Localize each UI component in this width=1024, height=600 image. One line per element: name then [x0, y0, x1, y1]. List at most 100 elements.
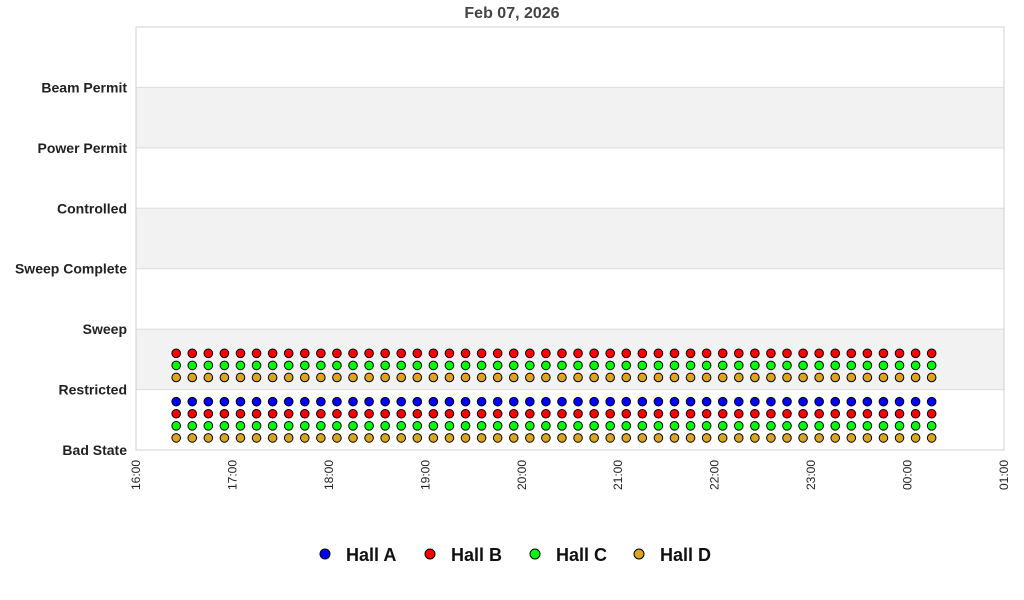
data-point-hall-d	[669, 433, 680, 443]
data-point-hall-b	[766, 408, 776, 419]
data-point-hall-b	[637, 348, 648, 359]
data-point-hall-b	[573, 348, 583, 359]
y-axis-labels: Bad State Restricted Sweep Sweep Complete Co…	[15, 79, 127, 458]
data-point-hall-d	[525, 372, 535, 383]
data-point-hall-c	[203, 360, 214, 371]
data-point-hall-a	[846, 396, 857, 407]
data-point-hall-d	[316, 433, 326, 443]
data-point-hall-c	[171, 421, 181, 431]
x-tick-label: 18:00	[322, 460, 336, 490]
data-point-hall-d	[283, 433, 294, 443]
data-point-hall-b	[267, 348, 278, 359]
data-point-hall-b	[235, 408, 246, 419]
data-point-hall-d	[396, 433, 407, 443]
data-point-hall-b	[878, 408, 889, 419]
data-point-hall-c	[557, 421, 567, 431]
data-point-hall-c	[701, 421, 712, 431]
data-point-hall-d	[926, 372, 937, 383]
data-point-hall-a	[316, 396, 326, 407]
data-point-hall-d	[508, 433, 519, 443]
x-tick-label: 16:00	[129, 460, 143, 490]
data-point-hall-d	[766, 372, 776, 383]
data-point-hall-c	[669, 360, 680, 371]
data-point-hall-c	[267, 421, 278, 431]
plot-band	[136, 87, 1004, 148]
data-point-hall-c	[685, 360, 696, 371]
data-point-hall-a	[171, 396, 181, 407]
data-point-hall-c	[251, 421, 262, 431]
data-point-hall-d	[525, 433, 535, 443]
data-point-hall-a	[894, 396, 905, 407]
data-point-hall-b	[508, 408, 519, 419]
data-point-hall-b	[653, 348, 664, 359]
data-point-hall-b	[685, 348, 696, 359]
legend-marker-icon	[319, 548, 331, 560]
data-point-hall-b	[187, 408, 198, 419]
data-point-hall-c	[766, 421, 776, 431]
data-point-hall-b	[525, 348, 535, 359]
data-point-hall-b	[846, 408, 857, 419]
data-point-hall-d	[203, 372, 214, 383]
data-point-hall-b	[396, 348, 407, 359]
data-point-hall-d	[573, 372, 583, 383]
data-point-hall-c	[444, 421, 455, 431]
data-point-hall-b	[669, 348, 680, 359]
data-point-hall-c	[299, 360, 310, 371]
data-point-hall-d	[364, 372, 374, 383]
data-point-hall-a	[814, 396, 824, 407]
plot-band	[136, 208, 1004, 269]
data-point-hall-d	[476, 372, 487, 383]
data-point-hall-c	[621, 421, 632, 431]
data-point-hall-b	[605, 408, 615, 419]
chart-title: Feb 07, 2026	[464, 5, 559, 22]
data-point-hall-c	[766, 360, 776, 371]
x-tick-label: 20:00	[515, 460, 529, 490]
data-point-hall-c	[894, 421, 905, 431]
data-point-hall-a	[283, 396, 294, 407]
data-point-hall-a	[685, 396, 696, 407]
data-point-hall-c	[878, 360, 889, 371]
plot-bands	[136, 87, 1004, 390]
data-point-hall-d	[814, 372, 824, 383]
data-point-hall-b	[332, 348, 342, 359]
data-point-hall-c	[492, 360, 503, 371]
data-point-hall-d	[460, 433, 471, 443]
y-tick-label: Restricted	[59, 382, 127, 398]
data-point-hall-b	[299, 348, 310, 359]
data-point-hall-c	[460, 421, 471, 431]
data-point-hall-d	[187, 433, 198, 443]
data-point-hall-c	[412, 421, 423, 431]
data-point-hall-c	[299, 421, 310, 431]
data-point-hall-d	[235, 372, 246, 383]
legend-marker-icon	[633, 548, 645, 560]
data-point-hall-a	[396, 396, 407, 407]
data-point-hall-d	[476, 433, 487, 443]
data-point-hall-d	[203, 433, 214, 443]
data-point-hall-a	[380, 396, 390, 407]
data-point-hall-b	[717, 408, 728, 419]
data-point-hall-d	[299, 372, 310, 383]
data-point-hall-b	[701, 348, 712, 359]
data-point-hall-d	[894, 372, 905, 383]
data-point-hall-c	[814, 421, 824, 431]
data-point-hall-c	[187, 421, 198, 431]
data-point-hall-b	[235, 348, 246, 359]
data-point-hall-b	[171, 348, 181, 359]
data-point-hall-c	[910, 421, 921, 431]
data-point-hall-d	[396, 372, 407, 383]
data-point-hall-d	[637, 433, 648, 443]
data-point-hall-d	[492, 372, 503, 383]
data-point-hall-d	[251, 433, 262, 443]
data-point-hall-b	[862, 348, 873, 359]
data-point-hall-d	[541, 433, 551, 443]
legend-marker-icon	[424, 548, 436, 560]
data-point-hall-b	[557, 408, 567, 419]
data-point-hall-c	[621, 360, 632, 371]
data-point-hall-b	[910, 408, 921, 419]
data-point-hall-b	[428, 408, 439, 419]
data-point-hall-d	[798, 372, 808, 383]
data-point-hall-d	[573, 433, 583, 443]
data-point-hall-d	[717, 433, 728, 443]
data-point-hall-b	[412, 348, 423, 359]
